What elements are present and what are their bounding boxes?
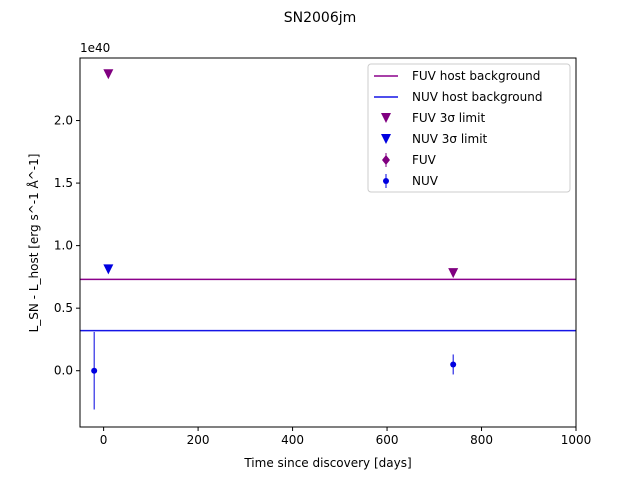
limit-marker-nuv-3-limit <box>103 264 114 275</box>
legend-label: FUV <box>412 153 437 167</box>
y-tick-label: 0.0 <box>54 364 73 378</box>
chart-title: SN2006jm <box>284 10 357 26</box>
x-tick-label: 0 <box>100 433 108 447</box>
y-tick-label: 2.0 <box>54 114 73 128</box>
y-tick-label: 1.0 <box>54 239 73 253</box>
y-offset-label: 1e40 <box>80 41 110 55</box>
plot-area <box>80 69 576 410</box>
legend-label: FUV host background <box>412 69 540 83</box>
x-tick-label: 1000 <box>561 433 592 447</box>
legend-label: NUV 3σ limit <box>412 132 488 146</box>
x-tick-label: 800 <box>470 433 493 447</box>
legend: FUV host background NUV host background FU… <box>367 63 571 193</box>
limit-marker-fuv-3-limit <box>103 69 114 80</box>
x-tick-label: 600 <box>376 433 399 447</box>
legend-label: FUV 3σ limit <box>412 111 485 125</box>
y-tick-label: 0.5 <box>54 301 73 315</box>
plot-marks <box>80 69 576 410</box>
data-point-nuv <box>91 367 98 374</box>
legend-swatch-triangle <box>381 134 391 144</box>
axes: 0 200 400 600 800 1000 0.0 0.5 1.0 1.5 2.0 <box>54 57 592 447</box>
legend-swatch-dot <box>383 178 389 184</box>
x-axis-label: Time since discovery [days] <box>243 456 411 470</box>
x-tick-label: 400 <box>281 433 304 447</box>
legend-swatch-diamond <box>382 155 390 165</box>
legend-label: NUV <box>412 174 439 188</box>
x-tick-label: 200 <box>187 433 210 447</box>
data-point-nuv <box>450 361 457 368</box>
legend-swatch-triangle <box>381 113 391 123</box>
plot-frame <box>79 57 577 428</box>
legend-label: NUV host background <box>412 90 542 104</box>
y-axis-label: L_SN - L_host [erg s^-1 Å^-1] <box>26 154 41 333</box>
y-tick-label: 1.5 <box>54 176 73 190</box>
legend-box <box>367 63 571 193</box>
limit-marker-fuv-3-limit <box>448 268 459 279</box>
